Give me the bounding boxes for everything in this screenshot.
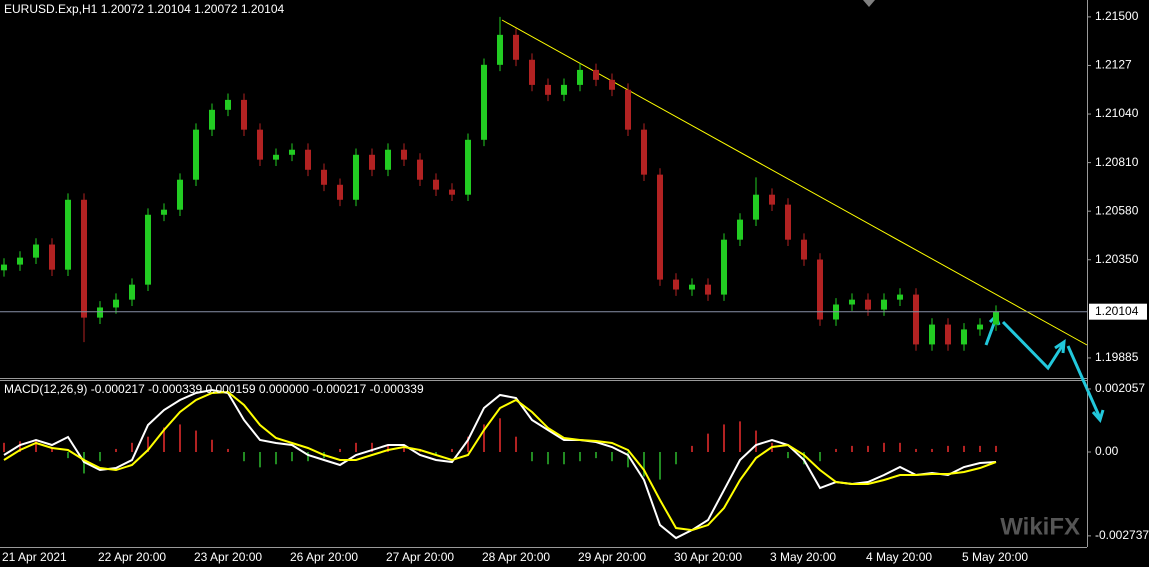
candle-body [257,129,263,160]
arrow [1066,345,1102,419]
candle-body [145,214,151,285]
candle-body [625,89,631,130]
candle-body [465,139,471,195]
x-tick-label: 21 Apr 2021 [2,550,67,564]
arrow [1001,320,1066,371]
y-tick-label: 1.20810 [1095,155,1139,169]
y-tick-label: 0.00 [1095,444,1119,458]
candle-body [609,79,615,90]
candle-body [433,179,439,190]
x-tick-label: 3 May 20:00 [770,550,836,564]
candle-body [929,324,935,345]
y-tick-label: 1.21040 [1095,106,1139,120]
candle-body [721,239,727,295]
candle-body [225,99,231,110]
indicator-line [3,390,997,532]
x-tick-label: 5 May 20:00 [962,550,1028,564]
y-tick-label: 1.21500 [1095,9,1139,23]
x-tick-label: 26 Apr 20:00 [290,550,358,564]
candle-body [785,204,791,240]
x-tick-label: 23 Apr 20:00 [194,550,262,564]
candle-body [801,239,807,260]
arrow-head [1091,409,1105,424]
candle-body [193,129,199,180]
x-tick-label: 27 Apr 20:00 [386,550,454,564]
arrow-head [1054,339,1066,354]
candle-body [513,34,519,60]
x-tick-label: 28 Apr 20:00 [482,550,550,564]
current-price-label: 1.20104 [1095,304,1139,318]
candle-body [545,84,551,95]
candle-body [849,299,855,305]
candle-body [401,149,407,160]
candle-body [913,294,919,345]
watermark: WikiFX [1000,513,1080,540]
candle-body [17,257,23,265]
candle-body [673,279,679,290]
candle-body [961,329,967,345]
candle-body [209,109,215,130]
candle-body [993,311,999,325]
candle-body [881,299,887,310]
y-tick-label: 1.20350 [1095,252,1139,266]
indicator-title: MACD(12,26,9) -0.000217 -0.000339 0.0001… [4,382,424,396]
candle-body [1,264,7,271]
candle-body [529,59,535,85]
candle-body [689,284,695,290]
candle-body [369,154,375,170]
candle-body [321,169,327,185]
candle-body [417,159,423,180]
candle-body [705,284,711,295]
candle-body [753,194,759,220]
candle-body [657,174,663,280]
candle-body [577,69,583,85]
candle-body [305,149,311,170]
indicator-line [3,388,997,540]
x-tick-label: 29 Apr 20:00 [578,550,646,564]
candle-body [33,244,39,258]
candle-body [273,154,279,160]
plot: 1.21500 1.2127 1.21040 1.20810 1.20580 1.2035… [0,9,1149,564]
candle-body [769,194,775,205]
x-tick-label: 30 Apr 20:00 [674,550,742,564]
candle-body [449,189,455,195]
candle-body [65,199,71,270]
candle-body [49,244,55,270]
candle-body [161,209,167,215]
candle-body [737,219,743,240]
chart-title: EURUSD.Exp,H1 1.20072 1.20104 1.20072 1.… [4,2,285,16]
y-tick-label: 1.2127 [1095,58,1132,72]
candle-body [81,199,87,318]
x-tick-label: 22 Apr 20:00 [98,550,166,564]
candle-body [497,34,503,65]
candle-body [241,99,247,130]
candle-body [113,299,119,308]
candle-body [481,64,487,140]
candle-body [353,154,359,200]
candle-body [561,84,567,95]
candle-body [897,294,903,300]
y-tick-label: 1.19885 [1095,350,1139,364]
candle-body [97,307,103,318]
candle-body [337,184,343,200]
candle-body [289,149,295,155]
x-tick-label: 4 May 20:00 [866,550,932,564]
y-tick-label: -0.002737 [1095,528,1149,542]
shift-marker [863,0,875,7]
candle-body [129,284,135,300]
trend-line [501,19,1088,346]
candle-body [977,324,983,330]
candle-body [865,299,871,310]
candle-body [817,259,823,320]
candle-body [177,179,183,210]
candle-body [593,69,599,80]
y-tick-label: 1.20580 [1095,203,1139,217]
current-price-box [1089,303,1147,320]
y-tick-label: 0.002057 [1095,381,1145,395]
candle-body [385,149,391,170]
candle-body [945,324,951,345]
candle-body [641,129,647,175]
